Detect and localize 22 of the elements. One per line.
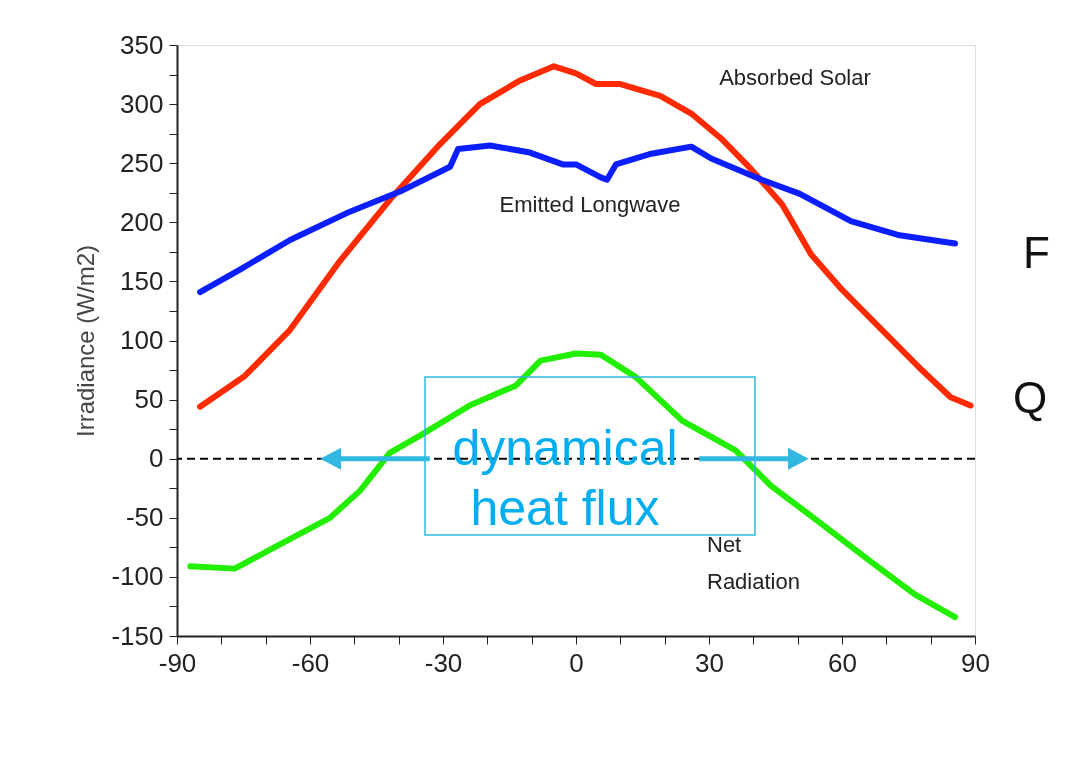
y-tick-label: 250 xyxy=(120,147,164,178)
x-tick-label: 60 xyxy=(828,647,857,678)
y-tick-label: 0 xyxy=(149,443,164,474)
y-axis-title: Irradiance (W/m2) xyxy=(72,244,100,438)
x-tick-label: 90 xyxy=(961,647,990,678)
text: F xyxy=(1023,228,1050,277)
y-tick-label: 200 xyxy=(120,206,164,237)
annotation: Absorbed Solar xyxy=(719,65,871,90)
x-tick-label: 0 xyxy=(569,647,584,678)
y-tick-label: 300 xyxy=(120,88,164,119)
y-tick-label: -100 xyxy=(111,561,164,592)
y-tick-label: -50 xyxy=(125,502,164,533)
annotation: Emitted Longwave xyxy=(499,192,681,217)
y-tick-label: 100 xyxy=(120,325,164,355)
annotation: Net Radiation xyxy=(707,532,800,595)
x-tick-label: 30 xyxy=(695,647,724,678)
y-tick-label: 150 xyxy=(120,265,164,296)
x-tick-label: -60 xyxy=(291,647,330,678)
x-tick-label: -30 xyxy=(424,647,463,678)
y-tick-label: 350 xyxy=(120,29,164,60)
y-tick-label: 50 xyxy=(134,384,164,415)
text: Q xyxy=(1013,373,1048,422)
